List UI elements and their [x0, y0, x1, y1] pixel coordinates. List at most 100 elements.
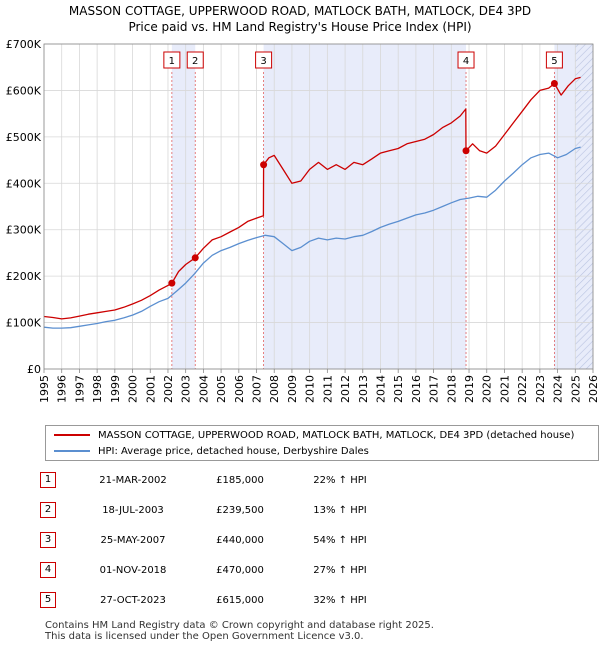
sale-label: 2 — [192, 56, 198, 67]
sale-price: £239,500 — [216, 505, 264, 516]
legend-swatch-hpi — [54, 450, 90, 452]
x-tick-label: 2009 — [286, 375, 299, 403]
chart-title: MASSON COTTAGE, UPPERWOOD ROAD, MATLOCK … — [68, 4, 532, 18]
x-tick-label: 2017 — [428, 375, 441, 403]
x-tick-label: 2020 — [481, 375, 494, 403]
sale-hpi-diff: 32% ↑ HPI — [313, 595, 367, 606]
x-tick-label: 2015 — [392, 375, 405, 403]
price-chart: £0 £100K £200K £300K £400K £500K £600K £700K 199… — [6, 38, 600, 403]
table-row: 3 25-MAY-2007 £440,000 54% ↑ HPI — [40, 532, 580, 550]
x-tick-label: 2005 — [215, 375, 228, 403]
sale-number: 3 — [40, 532, 56, 548]
sale-number: 5 — [40, 592, 56, 608]
projection-hatch — [575, 44, 593, 369]
chart-subtitle: Price paid vs. HM Land Registry's House … — [128, 20, 472, 34]
sale-date: 18-JUL-2003 — [102, 505, 164, 516]
x-tick-label: 2016 — [410, 375, 423, 403]
y-tick-label: £100K — [6, 317, 42, 330]
sale-hpi-diff: 27% ↑ HPI — [313, 565, 367, 576]
sale-hpi-diff: 13% ↑ HPI — [313, 505, 367, 516]
sale-label-box — [163, 51, 181, 69]
sale-hpi-diff: 54% ↑ HPI — [313, 535, 367, 546]
sale-point — [550, 79, 558, 87]
sale-number: 2 — [40, 502, 56, 518]
y-tick-label: £0 — [27, 363, 41, 376]
sale-date: 01-NOV-2018 — [99, 565, 167, 576]
sale-date: 25-MAY-2007 — [100, 535, 166, 546]
x-tick-label: 1996 — [56, 375, 69, 403]
x-tick-label: 2026 — [587, 375, 600, 403]
x-tick-label: 2003 — [180, 375, 193, 403]
x-tick-label: 2023 — [534, 375, 547, 403]
sale-label-box — [255, 51, 273, 69]
sale-label: 5 — [551, 56, 557, 67]
sale-date: 21-MAR-2002 — [99, 475, 167, 486]
x-tick-label: 2001 — [144, 375, 157, 403]
footer: Contains HM Land Registry data © Crown c… — [45, 620, 434, 642]
axes: £0 £100K £200K £300K £400K £500K £600K £700K 199… — [6, 38, 600, 403]
x-tick-label: 2010 — [304, 375, 317, 403]
legend: MASSON COTTAGE, UPPERWOOD ROAD, MATLOCK … — [45, 425, 599, 461]
legend-label-hpi: HPI: Average price, detached house, Derb… — [98, 446, 369, 457]
sale-point — [462, 147, 470, 155]
sale-price: £440,000 — [216, 535, 264, 546]
y-tick-label: £400K — [6, 177, 42, 190]
y-tick-label: £600K — [6, 84, 42, 97]
legend-item-property: MASSON COTTAGE, UPPERWOOD ROAD, MATLOCK … — [54, 428, 574, 444]
legend-label-property: MASSON COTTAGE, UPPERWOOD ROAD, MATLOCK … — [98, 430, 575, 441]
sale-hpi-diff: 22% ↑ HPI — [313, 475, 367, 486]
y-tick-label: £700K — [6, 38, 42, 51]
sale-number: 1 — [40, 472, 56, 488]
x-tick-label: 2021 — [498, 375, 511, 403]
ownership-region — [171, 44, 196, 369]
table-row: 1 21-MAR-2002 £185,000 22% ↑ HPI — [40, 472, 580, 490]
sale-label: 3 — [260, 56, 266, 67]
sale-points — [168, 79, 558, 287]
table-row: 5 27-OCT-2023 £615,000 32% ↑ HPI — [40, 592, 580, 610]
series-line-property — [43, 76, 581, 320]
x-tick-label: 1995 — [38, 375, 51, 403]
x-tick-label: 2012 — [339, 375, 352, 403]
sale-point — [191, 254, 199, 262]
x-tick-label: 2000 — [127, 375, 140, 403]
x-tick-label: 2006 — [233, 375, 246, 403]
y-tick-label: £500K — [6, 131, 42, 144]
table-row: 4 01-NOV-2018 £470,000 27% ↑ HPI — [40, 562, 580, 580]
x-tick-label: 1997 — [73, 375, 86, 403]
legend-swatch-property — [54, 434, 90, 436]
grid-lines — [43, 43, 594, 370]
sale-label-box — [186, 51, 204, 69]
sale-price: £615,000 — [216, 595, 264, 606]
y-tick-label: £300K — [6, 224, 42, 237]
table-row: 2 18-JUL-2003 £239,500 13% ↑ HPI — [40, 502, 580, 520]
sale-price: £185,000 — [216, 475, 264, 486]
x-tick-label: 2025 — [569, 375, 582, 403]
x-tick-label: 2002 — [162, 375, 175, 403]
x-tick-label: 2019 — [463, 375, 476, 403]
sale-number: 4 — [40, 562, 56, 578]
sale-date: 27-OCT-2023 — [100, 595, 166, 606]
sale-point — [168, 279, 176, 287]
sale-label: 4 — [463, 56, 469, 67]
x-tick-label: 2024 — [552, 375, 565, 403]
x-tick-label: 1998 — [91, 375, 104, 403]
x-tick-label: 2011 — [321, 375, 334, 403]
ownership-region — [263, 44, 467, 369]
sale-price: £470,000 — [216, 565, 264, 576]
sale-labels: 1 2 3 4 5 — [163, 51, 563, 69]
plot-frame — [43, 43, 594, 370]
chart-title-block: MASSON COTTAGE, UPPERWOOD ROAD, MATLOCK … — [0, 3, 600, 35]
sale-label-box — [545, 51, 563, 69]
x-tick-label: 2013 — [357, 375, 370, 403]
x-tick-label: 2008 — [268, 375, 281, 403]
x-tick-label: 2004 — [197, 375, 210, 403]
sale-point — [260, 161, 268, 169]
x-tick-label: 1999 — [109, 375, 122, 403]
legend-item-hpi: HPI: Average price, detached house, Derb… — [54, 444, 369, 460]
y-tick-label: £200K — [6, 270, 42, 283]
footer-license: This data is licensed under the Open Gov… — [45, 631, 364, 642]
series-line-hpi — [43, 146, 581, 329]
x-tick-label: 2022 — [516, 375, 529, 403]
series-lines — [43, 76, 581, 329]
sale-label-box — [457, 51, 475, 69]
